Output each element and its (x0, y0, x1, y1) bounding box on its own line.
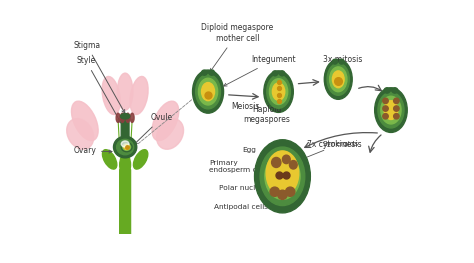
Ellipse shape (255, 140, 310, 213)
Ellipse shape (384, 101, 398, 119)
Ellipse shape (332, 71, 344, 88)
Text: Synergids: Synergids (295, 140, 359, 162)
Text: 3x mitosis: 3x mitosis (323, 55, 362, 64)
Ellipse shape (102, 150, 117, 169)
Text: Ovary: Ovary (73, 146, 112, 155)
Ellipse shape (270, 187, 279, 196)
Ellipse shape (285, 187, 295, 196)
Ellipse shape (121, 141, 129, 147)
Ellipse shape (280, 71, 285, 76)
Ellipse shape (383, 106, 388, 111)
Text: Style: Style (76, 56, 121, 123)
Ellipse shape (199, 78, 218, 105)
Ellipse shape (264, 71, 293, 112)
Ellipse shape (266, 151, 299, 196)
Ellipse shape (265, 153, 300, 199)
Ellipse shape (392, 88, 398, 93)
Ellipse shape (278, 190, 287, 199)
Ellipse shape (117, 139, 134, 155)
Ellipse shape (394, 106, 399, 111)
Ellipse shape (394, 114, 399, 119)
Ellipse shape (113, 136, 137, 158)
Ellipse shape (120, 154, 130, 175)
Ellipse shape (383, 98, 388, 104)
Ellipse shape (201, 70, 207, 75)
Text: Egg: Egg (242, 147, 273, 161)
Ellipse shape (339, 59, 344, 64)
Text: Ovule: Ovule (134, 113, 173, 144)
Text: Stigma: Stigma (73, 41, 125, 113)
Ellipse shape (209, 70, 215, 75)
Ellipse shape (120, 114, 130, 119)
Text: Antipodal cells: Antipodal cells (214, 194, 279, 210)
Ellipse shape (324, 59, 352, 99)
Ellipse shape (283, 155, 290, 164)
Ellipse shape (384, 88, 390, 93)
Ellipse shape (120, 113, 124, 122)
Text: 7x cytokinesis: 7x cytokinesis (307, 140, 362, 149)
Text: Integument: Integument (224, 55, 296, 86)
FancyBboxPatch shape (121, 118, 129, 145)
Ellipse shape (378, 92, 404, 128)
Ellipse shape (130, 77, 148, 114)
Ellipse shape (67, 119, 94, 149)
Ellipse shape (260, 147, 305, 206)
Ellipse shape (267, 75, 291, 108)
Ellipse shape (102, 77, 120, 114)
Ellipse shape (272, 158, 281, 168)
Ellipse shape (118, 73, 133, 110)
Ellipse shape (126, 113, 130, 122)
Ellipse shape (121, 143, 132, 152)
Text: Primary
endosperm cell: Primary endosperm cell (209, 160, 275, 174)
Ellipse shape (72, 101, 98, 141)
Ellipse shape (383, 114, 388, 119)
Ellipse shape (381, 96, 401, 124)
Text: Polar nuclei: Polar nuclei (219, 175, 281, 191)
Text: Diploid megaspore
mother cell: Diploid megaspore mother cell (201, 23, 273, 72)
Ellipse shape (134, 150, 148, 169)
Ellipse shape (116, 113, 120, 122)
Ellipse shape (201, 83, 215, 101)
Ellipse shape (156, 119, 183, 149)
Ellipse shape (329, 67, 347, 92)
Text: Haploid
megaspores: Haploid megaspores (244, 105, 291, 124)
Ellipse shape (273, 83, 285, 100)
Ellipse shape (374, 88, 407, 133)
Ellipse shape (269, 79, 288, 104)
Ellipse shape (192, 70, 224, 113)
FancyBboxPatch shape (120, 169, 130, 241)
Ellipse shape (196, 74, 220, 109)
Ellipse shape (327, 63, 349, 95)
Ellipse shape (152, 101, 179, 141)
Ellipse shape (130, 113, 134, 122)
Text: Meiosis: Meiosis (231, 102, 260, 110)
Ellipse shape (290, 160, 297, 169)
Ellipse shape (273, 71, 278, 76)
Ellipse shape (123, 144, 130, 150)
Ellipse shape (124, 145, 129, 149)
Ellipse shape (394, 98, 399, 104)
Ellipse shape (332, 59, 337, 64)
